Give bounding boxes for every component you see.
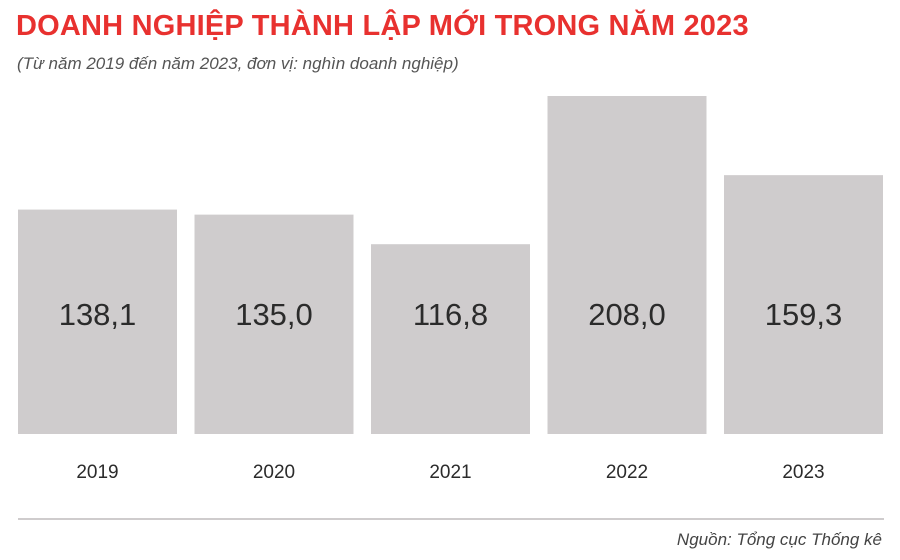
value-label-2022: 208,0 — [588, 297, 666, 332]
bar-2020 — [194, 214, 354, 434]
x-tick-label-2022: 2022 — [606, 462, 648, 483]
bar-2019 — [18, 209, 177, 434]
value-label-2021: 116,8 — [413, 297, 488, 332]
x-tick-label-2021: 2021 — [429, 462, 471, 483]
chart-title: DOANH NGHIỆP THÀNH LẬP MỚI TRONG NĂM 202… — [16, 10, 749, 42]
x-tick-label-2020: 2020 — [253, 462, 295, 483]
bar-2023 — [724, 175, 883, 434]
bar-chart: 138,1 2019 135,0 2020 116,8 2021 208,0 2022 159,… — [18, 96, 883, 483]
x-tick-label-2023: 2023 — [782, 462, 824, 483]
value-label-2020: 135,0 — [235, 297, 313, 332]
source-note: Nguồn: Tổng cục Thống kê — [676, 530, 882, 549]
chart-subtitle: (Từ năm 2019 đến năm 2023, đơn vị: nghìn… — [17, 54, 459, 73]
bar-2022 — [547, 96, 707, 434]
x-tick-label-2019: 2019 — [76, 462, 118, 483]
footer-divider — [18, 518, 884, 520]
value-label-2023: 159,3 — [765, 297, 843, 332]
value-label-2019: 138,1 — [59, 297, 137, 332]
bar-2021 — [371, 244, 530, 434]
